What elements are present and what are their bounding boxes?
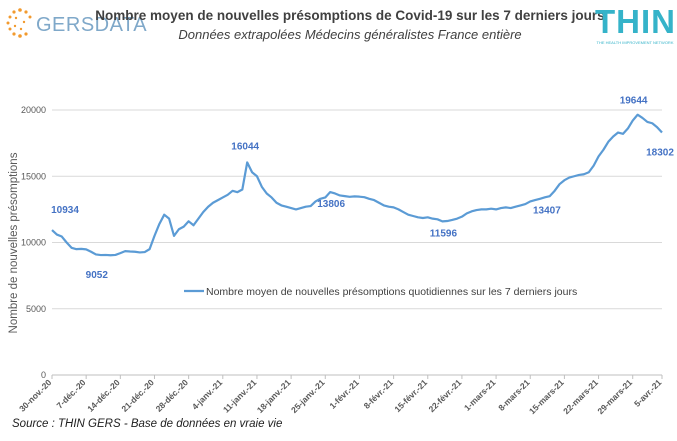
x-tick-label: 14-déc.-20 — [85, 377, 122, 414]
y-axis-label: Nombre de nouvelles présomptions — [8, 152, 20, 333]
thin-logo: THIN THE HEALTH IMPROVEMENT NETWORK — [595, 4, 675, 48]
gersdata-logo-text: GERSDATA — [36, 14, 148, 36]
gersdata-logo-mark — [6, 8, 32, 38]
x-tick-label: 15-mars-21 — [527, 377, 566, 416]
data-label: 18302 — [646, 147, 674, 158]
x-tick-label: 22-mars-21 — [561, 377, 600, 416]
x-tick-label: 7-déc.-20 — [54, 377, 87, 410]
x-axis-ticks: 30-nov.-20 7-déc.-2014-déc.-2021-déc.-202… — [17, 375, 664, 416]
series-line — [51, 113, 663, 257]
data-label: 16044 — [231, 141, 259, 152]
data-label: 13407 — [533, 205, 561, 216]
y-tick-label: 5000 — [26, 304, 46, 314]
x-tick-label: 1-févr.-21 — [327, 377, 361, 411]
y-tick-label: 20000 — [21, 105, 46, 115]
gridlines — [52, 109, 662, 376]
data-label: 19644 — [620, 96, 648, 107]
x-tick-label: 30-nov.-20 — [17, 377, 54, 414]
x-tick-label: 22-févr.-21 — [427, 377, 464, 414]
x-tick-label: 25-janv.-21 — [289, 377, 327, 415]
legend-label: Nombre moyen de nouvelles présomptions q… — [206, 286, 577, 298]
y-tick-label: 15000 — [21, 171, 46, 181]
chart-title: Nombre moyen de nouvelles présomptions d… — [95, 8, 605, 23]
x-tick-label: 5-avr.-21 — [632, 377, 664, 409]
data-labels: 10934 9052 16044 13806 11596 13407 19644 18302 — [51, 96, 674, 281]
x-tick-label: 28-déc.-20 — [154, 377, 191, 414]
y-tick-label: 0 — [41, 370, 46, 380]
x-tick-label: 11-janv.-21 — [221, 377, 259, 415]
x-tick-label: 18-janv.-21 — [255, 377, 293, 415]
x-tick-label: 15-févr.-21 — [392, 377, 429, 414]
gersdata-logo: GERSDATA — [4, 6, 147, 42]
x-tick-label: 4-janv.-21 — [190, 377, 225, 412]
thin-logo-text: THIN — [595, 3, 676, 40]
legend: Nombre moyen de nouvelles présomptions q… — [184, 286, 577, 298]
chart-subtitle: Données extrapolées Médecins généraliste… — [178, 27, 522, 42]
thin-logo-tagline: THE HEALTH IMPROVEMENT NETWORK — [596, 40, 674, 45]
x-tick-label: 21-déc.-20 — [119, 377, 156, 414]
x-tick-label: 8-mars-21 — [496, 377, 532, 413]
x-tick-label: 8-févr.-21 — [362, 377, 396, 411]
y-axis-ticks: 0 5000 10000 15000 20000 — [21, 105, 46, 380]
data-label: 11596 — [430, 228, 458, 239]
x-tick-label: 29-mars-21 — [595, 377, 634, 416]
data-label: 10934 — [51, 205, 79, 216]
x-tick-label: 1-mars-21 — [462, 377, 498, 413]
y-tick-label: 10000 — [21, 238, 46, 248]
source-note: Source : THIN GERS - Base de données en … — [12, 418, 283, 430]
data-label: 9052 — [86, 270, 109, 281]
data-label: 13806 — [317, 199, 345, 210]
